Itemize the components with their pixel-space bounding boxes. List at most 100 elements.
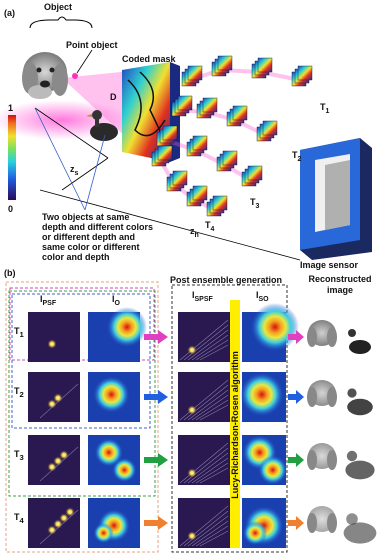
col-psf: IPSF	[40, 294, 57, 307]
col-o: IO	[112, 294, 121, 307]
psf-tile	[263, 121, 277, 135]
recon-duck	[349, 340, 371, 354]
subscript: O	[115, 300, 121, 307]
psf-spot	[65, 507, 75, 517]
psf-tile	[188, 66, 202, 80]
subscript: 1	[326, 108, 330, 115]
subscript: 2	[298, 156, 302, 163]
arrow	[288, 453, 304, 467]
row-label: T3	[14, 449, 24, 462]
recon-dog-ear	[327, 513, 337, 533]
recon-duck	[345, 461, 374, 480]
colorbar	[8, 115, 16, 200]
psf-tile	[178, 96, 192, 110]
figure: (a) Object Point object Coded mask Dzs zh 1 0 Im…	[0, 0, 377, 555]
psf-tile	[248, 166, 262, 180]
dog-object	[22, 52, 68, 99]
col-spsf: ISPSF	[192, 290, 214, 303]
subscript: 4	[211, 226, 215, 233]
note-line: Two objects at same	[42, 212, 129, 222]
arrow	[144, 453, 168, 467]
psf-tile	[298, 66, 312, 80]
psf-spot	[187, 531, 197, 541]
algorithm-label: Lucy-Richardson-Rosen algorithm	[230, 351, 240, 499]
sensor-label: Image sensor	[300, 260, 359, 270]
note-line: depth and different colors	[42, 222, 153, 232]
arrow	[144, 390, 168, 404]
reconstructed-title: image	[327, 285, 353, 295]
psf-tile	[258, 58, 272, 72]
intensity-blob	[243, 521, 267, 545]
row-label: T1	[14, 326, 25, 339]
zh-label: zh	[190, 226, 199, 239]
psf-spot	[187, 405, 197, 415]
spsf-image	[178, 498, 230, 548]
subscript: s	[75, 170, 79, 177]
psf-spot	[47, 339, 57, 349]
intensity-blob	[93, 377, 129, 413]
subscript: PSF	[43, 300, 57, 307]
arrow	[288, 390, 304, 404]
subscript: 1	[20, 330, 25, 339]
glow-arc	[190, 70, 300, 80]
psf-spot	[187, 468, 197, 478]
row-label: T4	[14, 512, 25, 525]
arrow	[144, 516, 168, 530]
pointer	[77, 50, 92, 73]
point-object-label: Point object	[66, 40, 118, 50]
recon-duck	[347, 399, 373, 415]
subscript: 3	[20, 453, 24, 462]
glow-arc	[180, 110, 265, 135]
psf-set-label: T3	[250, 197, 260, 210]
psf-tile	[163, 126, 177, 140]
recon-duck-head	[347, 451, 357, 461]
point-object	[72, 73, 78, 79]
subscript: SO	[259, 296, 270, 303]
psf-image	[28, 312, 80, 362]
object-label: Object	[44, 2, 72, 12]
subscript: 3	[256, 203, 260, 210]
mask-label: Coded mask	[122, 54, 177, 64]
intensity-blob	[240, 373, 283, 416]
brace	[30, 17, 92, 28]
psf-tile	[218, 56, 232, 70]
recon-duck-head	[347, 388, 356, 397]
recon-dog-ear	[307, 513, 317, 533]
subscript: 2	[20, 390, 24, 399]
subscript: h	[195, 232, 199, 239]
note-line: color and depth	[42, 252, 110, 262]
recon-dog-ear	[327, 387, 337, 407]
panel-label: (b)	[4, 268, 16, 278]
psf-tile	[223, 151, 237, 165]
psf-spot	[187, 345, 197, 355]
intensity-blob	[107, 307, 147, 347]
intensity-blob	[112, 458, 136, 482]
psf-tile	[233, 106, 247, 120]
spsf-image	[178, 312, 230, 362]
distance-label: D	[110, 92, 117, 102]
panel-label: (a)	[4, 8, 15, 18]
subscript: 4	[20, 516, 25, 525]
recon-dog-ear	[327, 327, 337, 347]
psf-set-label: T4	[205, 220, 215, 233]
recon-dog-ear	[327, 450, 337, 470]
note-line: or different depth and	[42, 232, 135, 242]
recon-duck	[344, 522, 377, 543]
image-sensor	[300, 138, 372, 260]
subscript: SPSF	[195, 296, 214, 303]
arrow	[288, 516, 304, 530]
row-label: T2	[14, 386, 24, 399]
colorbar-min: 0	[8, 204, 13, 214]
intensity-blob	[258, 456, 287, 485]
psf-tile	[193, 186, 207, 200]
recon-dog-ear	[307, 327, 317, 347]
psf-tile	[213, 196, 227, 210]
zs-label: zs	[70, 164, 79, 177]
recon-dog-ear	[307, 450, 317, 470]
spsf-image	[178, 372, 230, 422]
psf-tile	[158, 146, 172, 160]
intensity-blob	[251, 303, 299, 351]
recon-duck-head	[346, 513, 358, 525]
psf-tile	[203, 98, 217, 112]
psf-spot	[59, 450, 69, 460]
